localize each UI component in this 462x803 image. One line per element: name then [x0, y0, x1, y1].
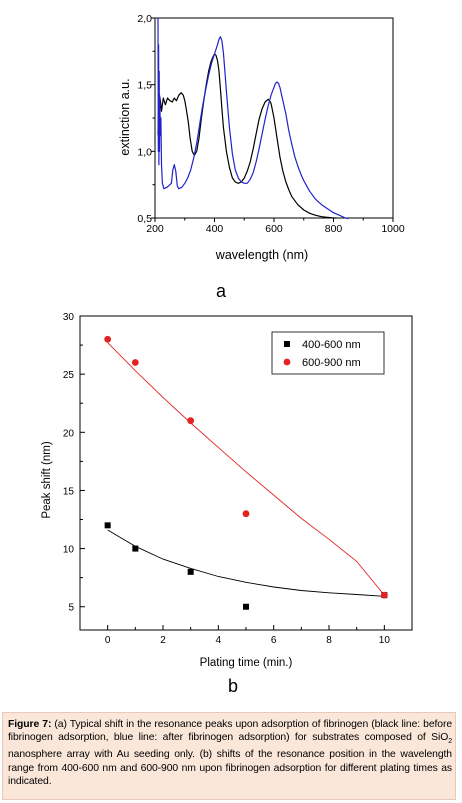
chart-a-series-line-1: [157, 17, 349, 220]
chart-b-x-tick-label: 8: [326, 635, 332, 646]
chart-b-x-tick-label: 0: [105, 635, 111, 646]
chart-a-x-tick-label: 400: [206, 223, 224, 235]
chart-b-xlabel: Plating time (min.): [200, 657, 293, 669]
chart-a-series: [157, 17, 349, 220]
chart-b-y-tick-label: 10: [63, 545, 75, 556]
chart-b-legend-label: 600-900 nm: [302, 357, 361, 369]
chart-a-x-tick-label: 1000: [381, 223, 405, 235]
chart-b-fit-line-1: [107, 342, 385, 596]
chart-a-x-tick-label: 600: [265, 223, 283, 235]
chart-b-y-tick-label: 25: [63, 370, 75, 381]
figure-caption: Figure 7: (a) Typical shift in the reson…: [8, 718, 452, 788]
caption-subscript: 2: [448, 738, 452, 746]
chart-a-y-tick-label: 0,5: [137, 213, 152, 225]
chart-a-series-line-0: [157, 53, 337, 219]
chart-b-point-circle: [131, 359, 139, 366]
chart-b-points: [104, 335, 388, 610]
chart-a-xlabel: wavelength (nm): [215, 248, 308, 262]
chart-b-x-tick-label: 10: [379, 635, 391, 646]
caption-text-2: nanosphere array with Au seeding only. (…: [8, 749, 452, 787]
chart-a-y-tick-label: 1,0: [137, 146, 152, 158]
chart-a-y-tick-label: 2,0: [137, 13, 152, 25]
chart-b-point-square: [187, 568, 194, 575]
panel-label-b: b: [228, 676, 239, 696]
figure-label: Figure 7:: [8, 719, 52, 730]
chart-b-y-tick-label: 30: [63, 312, 75, 323]
chart-b-ylabel: Peak shift (nm): [41, 441, 53, 518]
chart-b-fit-lines: [107, 342, 385, 597]
chart-a-x-tick-label: 200: [146, 223, 164, 235]
chart-b-point-square: [104, 522, 111, 529]
chart-b-y-tick-label: 15: [63, 486, 75, 497]
chart-b-legend-box: [271, 331, 385, 375]
caption-box: [2, 712, 456, 800]
chart-b-fit-line-0: [107, 529, 385, 597]
chart-a-x-tick-label: 800: [325, 223, 343, 235]
chart-b-point-circle: [380, 591, 388, 599]
chart-b-y-tick-label: 5: [68, 603, 74, 614]
chart-b-legend-label: 400-600 nm: [302, 339, 361, 351]
chart-b-y-tick-label: 20: [63, 428, 75, 439]
chart-a-extinction: 200 400 600 800 1000 0,5 1,0 1,5 2,0 wavelength …: [118, 13, 405, 262]
chart-b-point-circle: [242, 510, 250, 518]
chart-a-y-tick-label: 1,5: [137, 80, 152, 92]
chart-b-point-circle: [187, 417, 195, 425]
chart-b-legend-marker-circle: [283, 358, 291, 366]
chart-b-ticks: 0 2 4 6 8 10 5 10 15 20 25 30: [63, 312, 390, 646]
chart-b-x-tick-label: 2: [160, 635, 166, 646]
chart-a-ylabel: extinction a.u.: [118, 78, 132, 155]
chart-b-x-tick-label: 4: [216, 635, 222, 646]
caption-text-1: (a) Typical shift in the resonance peaks…: [8, 719, 453, 744]
panel-label-a: a: [216, 281, 227, 301]
chart-b-point-square: [132, 545, 139, 552]
chart-b-legend: 400-600 nm 600-900 nm: [271, 331, 385, 375]
chart-b-point-circle: [104, 335, 112, 343]
chart-b-legend-marker-square: [284, 341, 290, 347]
chart-a-ticks: 200 400 600 800 1000 0,5 1,0 1,5 2,0: [137, 13, 404, 235]
chart-b-x-tick-label: 6: [271, 635, 277, 646]
chart-b-point-square: [243, 603, 249, 610]
